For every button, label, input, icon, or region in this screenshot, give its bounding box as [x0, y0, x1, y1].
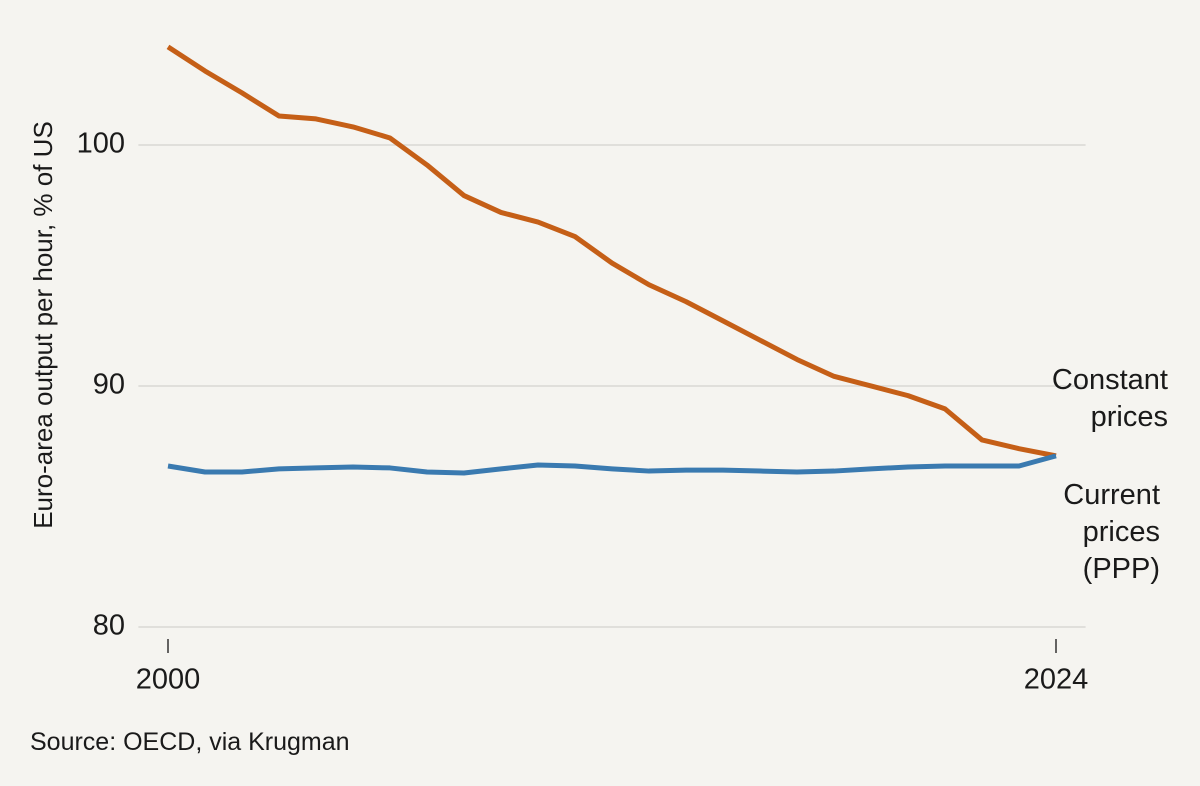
y-axis-label: Euro-area output per hour, % of US	[28, 121, 58, 529]
y-tick-label: 80	[93, 610, 125, 642]
series-label: Current prices (PPP)	[1063, 479, 1160, 585]
series-line	[167, 453, 1057, 476]
x-tick-label: 2024	[1024, 664, 1089, 696]
x-tick-label: 2000	[136, 664, 201, 696]
series-line	[166, 44, 1057, 459]
y-tick-label: 100	[77, 128, 125, 160]
y-tick-label: 90	[93, 369, 125, 401]
series-label: Constant prices	[1051, 364, 1168, 433]
source: Source: OECD, via Krugman	[30, 728, 350, 756]
